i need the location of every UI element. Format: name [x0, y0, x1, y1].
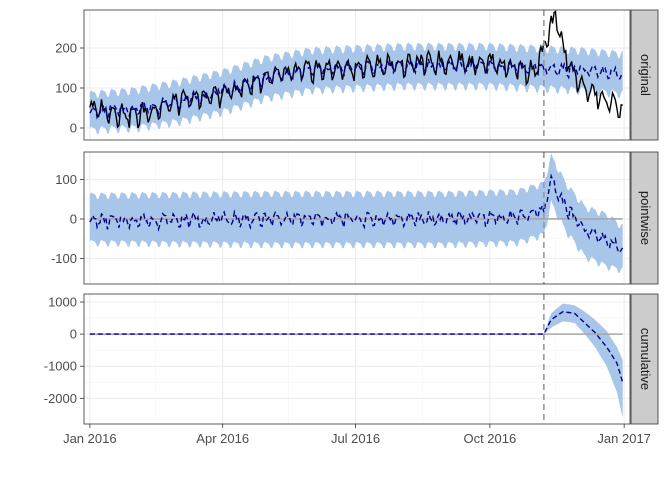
x-tick-label: Apr 2016 [196, 431, 249, 446]
prediction-interval-band [89, 303, 623, 418]
predicted-series-line [89, 173, 624, 254]
panel-border [83, 151, 631, 285]
panel-pointwise: -100 0 100 pointwise [51, 151, 659, 285]
y-tick-label: 0 [70, 211, 77, 226]
predicted-series-line [89, 56, 624, 122]
y-tick-label: -2000 [44, 391, 77, 406]
panel-original: 0 100 200 original [55, 9, 659, 141]
facet-strip-label: cumulative [638, 328, 653, 390]
panel-background [84, 294, 630, 424]
x-tick-label: Oct 2016 [463, 431, 516, 446]
prediction-interval-band [89, 153, 623, 273]
predicted-series-line [89, 310, 624, 383]
facet-strip-label: pointwise [638, 191, 653, 245]
facet-strip [630, 293, 659, 425]
x-tick-label: Jan 2017 [597, 431, 651, 446]
facet-strip-label: original [638, 54, 653, 96]
facet-strip [630, 151, 659, 285]
y-tick-label: -1000 [44, 359, 77, 374]
y-tick-label: 100 [55, 172, 77, 187]
y-tick-label: 0 [70, 121, 77, 136]
y-tick-label: 0 [70, 327, 77, 342]
y-tick-label: 100 [55, 81, 77, 96]
panel-border [83, 9, 631, 141]
facet-strip [630, 9, 659, 141]
x-tick-label: Jul 2016 [331, 431, 380, 446]
y-tick-label: 200 [55, 41, 77, 56]
panel-cumulative: -2000 -1000 0 1000 cumulative [44, 293, 659, 425]
prediction-interval-band [89, 42, 623, 135]
observed-series-line [89, 10, 623, 129]
x-tick-label: Jan 2016 [63, 431, 117, 446]
y-tick-label: 1000 [48, 295, 77, 310]
panel-border [83, 293, 631, 425]
y-tick-label: -100 [51, 251, 77, 266]
